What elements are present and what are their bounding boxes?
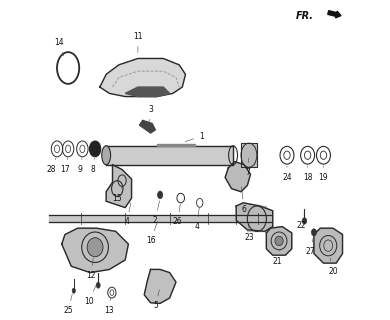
FancyArrow shape	[328, 11, 341, 18]
Ellipse shape	[158, 191, 163, 199]
Text: 9: 9	[78, 158, 83, 174]
Polygon shape	[241, 143, 257, 167]
Ellipse shape	[96, 283, 100, 288]
Text: 3: 3	[148, 105, 153, 122]
Text: 20: 20	[328, 258, 338, 276]
Polygon shape	[106, 165, 131, 208]
Text: 21: 21	[273, 250, 282, 266]
Polygon shape	[49, 215, 271, 222]
Polygon shape	[100, 59, 186, 97]
Ellipse shape	[72, 288, 75, 293]
Text: 5: 5	[153, 290, 160, 310]
Text: 4: 4	[194, 207, 199, 231]
Ellipse shape	[302, 218, 307, 224]
Text: 17: 17	[60, 158, 70, 174]
Text: 25: 25	[63, 294, 73, 315]
Ellipse shape	[89, 141, 101, 157]
Text: 10: 10	[84, 283, 97, 306]
Polygon shape	[247, 206, 266, 231]
Text: 24: 24	[282, 166, 292, 182]
Polygon shape	[236, 203, 273, 231]
Text: 7: 7	[245, 158, 250, 177]
Text: 16: 16	[146, 221, 158, 245]
Text: 12: 12	[87, 258, 96, 280]
Text: 1: 1	[185, 132, 204, 142]
Text: 4: 4	[124, 202, 131, 226]
Text: 23: 23	[244, 223, 254, 242]
Text: 13: 13	[104, 298, 113, 315]
Text: 18: 18	[303, 166, 312, 182]
Ellipse shape	[87, 238, 103, 257]
Ellipse shape	[312, 229, 317, 236]
Text: 14: 14	[54, 38, 64, 56]
Polygon shape	[144, 269, 176, 303]
Text: 28: 28	[47, 158, 57, 174]
Text: 27: 27	[306, 236, 316, 257]
Polygon shape	[140, 120, 155, 133]
Text: 19: 19	[319, 166, 328, 182]
Polygon shape	[266, 227, 292, 255]
Polygon shape	[225, 162, 250, 192]
Text: 22: 22	[296, 215, 306, 229]
Text: 2: 2	[153, 201, 160, 225]
Polygon shape	[106, 146, 233, 165]
Text: 6: 6	[241, 187, 246, 214]
Text: 26: 26	[173, 204, 183, 226]
Polygon shape	[314, 228, 342, 263]
Polygon shape	[157, 143, 195, 146]
Ellipse shape	[275, 236, 283, 246]
Polygon shape	[62, 228, 128, 273]
Ellipse shape	[102, 146, 111, 165]
Text: 15: 15	[112, 185, 122, 203]
Text: 8: 8	[90, 158, 95, 174]
Text: FR.: FR.	[296, 11, 314, 21]
Text: 11: 11	[133, 32, 143, 52]
Polygon shape	[125, 87, 170, 97]
